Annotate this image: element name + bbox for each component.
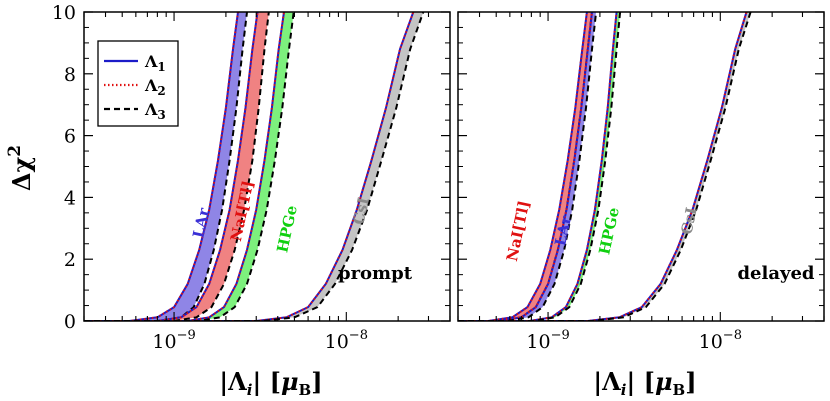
y-tick-label: 0 (64, 311, 76, 333)
panel-label: delayed (737, 263, 814, 284)
x-tick-label: 10−9 (152, 328, 195, 353)
x-tick-label: 10−8 (325, 328, 368, 353)
x-axis-label: |Λi| [μB] (593, 367, 696, 399)
panel-label: prompt (338, 263, 413, 284)
csi-label: CsI (349, 196, 372, 227)
nai-band (84, 12, 269, 321)
hpge-band (458, 12, 621, 321)
hpge-label: HPGe (595, 206, 623, 257)
lar-band (84, 12, 247, 321)
y-axis-label: Δχ2 (5, 145, 36, 191)
nai-lambda1-line (458, 12, 588, 321)
hpge-label: HPGe (273, 204, 301, 255)
csi-label: CsI (677, 206, 700, 237)
csi-lambda3-line (458, 12, 752, 321)
y-tick-label: 4 (64, 187, 76, 209)
hpge-lambda1-line (458, 12, 618, 321)
x-tick-label: 10−8 (699, 328, 742, 353)
y-tick-label: 2 (64, 249, 76, 271)
plot-area (84, 12, 425, 321)
hpge-lambda3-line (84, 12, 295, 321)
y-tick-label: 8 (64, 64, 76, 86)
hpge-lambda3-line (458, 12, 622, 321)
y-tick-label: 6 (64, 126, 76, 148)
lar-band (458, 12, 597, 321)
legend-box (97, 40, 179, 127)
nai-band (458, 12, 593, 321)
x-axis-label: |Λi| [μB] (219, 367, 322, 399)
csi-lambda3-line (84, 12, 425, 321)
lar-lambda3-line (84, 12, 248, 321)
nai-label: NaI[Tl] (503, 199, 533, 263)
delayed-panel: 10−9 10−8|Λi| [μB] NaI[Tl] LAr HPGe CsI delaye… (457, 11, 825, 399)
lar-lambda2-line (458, 12, 593, 321)
nai-lambda2-line (84, 12, 259, 321)
nai-lambda3-line (84, 12, 270, 321)
y-tick-label: 10 (52, 2, 76, 24)
x-tick-label: 10−9 (526, 328, 569, 353)
legend-label-lambda2: Λ2 (144, 76, 166, 98)
legend-label-lambda3: Λ3 (144, 100, 166, 122)
hpge-lambda2-line (84, 12, 285, 321)
plot-area (458, 12, 752, 321)
lar-label: LAr (551, 213, 575, 247)
hpge-lambda2-line (458, 12, 618, 321)
lar-lambda2-line (84, 12, 239, 321)
legend-label-lambda1: Λ1 (144, 52, 166, 74)
